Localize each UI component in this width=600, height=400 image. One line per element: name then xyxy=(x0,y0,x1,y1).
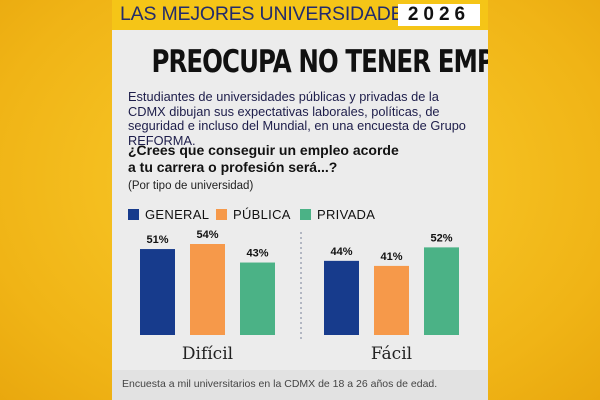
headline: PREOCUPA NO TENER EMPLEO xyxy=(151,44,488,80)
category-label-facil: Fácil xyxy=(371,344,412,364)
footer-note: Encuesta a mil universitarios en la CDMX… xyxy=(122,378,438,390)
data-label-dificil-publica: 54% xyxy=(196,229,218,241)
question-note: (Por tipo de universidad) xyxy=(128,180,254,192)
category-label-dificil: Difícil xyxy=(182,344,233,364)
intro-text: Estudiantes de universidades públicas y … xyxy=(128,89,466,148)
bar-dificil-publica xyxy=(190,244,225,335)
data-label-facil-general: 44% xyxy=(330,246,352,258)
data-label-facil-privada: 52% xyxy=(430,232,452,244)
question-line-1: ¿Crees que conseguir un empleo acorde xyxy=(128,142,399,158)
legend-swatch-general xyxy=(128,208,139,220)
bar-chart: 51% 54% 43% Difícil 44% 41% 52% Fácil xyxy=(140,229,459,364)
survey-question: ¿Crees que conseguir un empleo acorde a … xyxy=(128,142,428,175)
legend-swatch-publica xyxy=(216,208,227,220)
legend-label-privada: PRIVADA xyxy=(317,206,376,222)
legend-item-publica: PÚBLICA xyxy=(216,206,291,222)
bar-dificil-general xyxy=(140,249,175,335)
legend-label-publica: PÚBLICA xyxy=(233,206,291,222)
data-label-facil-publica: 41% xyxy=(380,251,402,263)
article-panel: LAS MEJORES UNIVERSIDADES 2026 PREOCUPA … xyxy=(112,0,488,400)
question-line-2: a tu carrera o profesión será...? xyxy=(128,158,338,175)
bar-facil-general xyxy=(324,260,359,335)
bar-dificil-privada xyxy=(240,262,275,335)
legend-swatch-privada xyxy=(300,208,311,220)
legend-item-general: GENERAL xyxy=(128,206,209,222)
series-banner: LAS MEJORES UNIVERSIDADES 2026 xyxy=(112,0,488,30)
year-badge: 2026 xyxy=(398,4,480,26)
bar-facil-publica xyxy=(374,265,409,335)
data-label-dificil-general: 51% xyxy=(146,234,168,246)
footer: Encuesta a mil universitarios en la CDMX… xyxy=(112,370,488,400)
legend-label-general: GENERAL xyxy=(145,206,210,222)
data-label-dificil-privada: 43% xyxy=(246,248,268,260)
series-title: LAS MEJORES UNIVERSIDADES xyxy=(120,3,417,25)
legend-item-privada: PRIVADA xyxy=(300,206,375,222)
bar-facil-privada xyxy=(424,247,459,335)
